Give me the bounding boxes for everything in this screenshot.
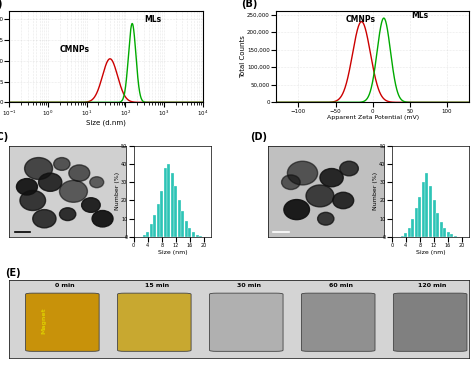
Bar — [185, 221, 188, 237]
Bar — [408, 228, 411, 237]
X-axis label: Size (d.nm): Size (d.nm) — [86, 119, 126, 126]
Bar — [164, 168, 167, 237]
Bar — [150, 224, 153, 237]
FancyBboxPatch shape — [26, 293, 99, 351]
Bar — [143, 235, 146, 237]
Bar — [146, 231, 149, 237]
Circle shape — [340, 161, 358, 176]
Bar — [174, 186, 177, 237]
Circle shape — [38, 173, 62, 192]
Bar — [432, 200, 436, 237]
Text: 15 min: 15 min — [145, 283, 169, 289]
Bar — [178, 200, 181, 237]
Text: CMNPs: CMNPs — [346, 15, 375, 24]
Text: 120 min: 120 min — [418, 283, 447, 289]
Text: CMNPs: CMNPs — [60, 45, 90, 54]
X-axis label: Size (nm): Size (nm) — [416, 249, 445, 255]
Bar — [192, 231, 195, 237]
Circle shape — [320, 169, 343, 187]
Text: 30 min: 30 min — [237, 283, 261, 289]
Circle shape — [60, 208, 76, 221]
Bar — [401, 236, 404, 237]
Y-axis label: Total Counts: Total Counts — [240, 35, 246, 78]
Text: MLs: MLs — [411, 11, 428, 20]
Text: 0 min: 0 min — [55, 283, 74, 289]
Bar — [160, 192, 163, 237]
Text: Magnet: Magnet — [41, 307, 46, 334]
Bar — [436, 213, 439, 237]
Bar — [419, 197, 421, 237]
Bar — [415, 208, 418, 237]
Bar — [447, 231, 450, 237]
Bar — [182, 211, 184, 237]
Circle shape — [306, 185, 334, 207]
Circle shape — [69, 165, 90, 181]
Bar — [196, 235, 199, 237]
Bar — [454, 236, 456, 237]
Circle shape — [20, 190, 46, 210]
Bar — [404, 233, 407, 237]
Bar — [422, 182, 425, 237]
FancyBboxPatch shape — [301, 293, 375, 351]
Circle shape — [82, 198, 100, 212]
Circle shape — [318, 212, 334, 225]
Bar — [157, 204, 160, 237]
Bar — [450, 234, 453, 237]
Circle shape — [90, 177, 104, 188]
FancyBboxPatch shape — [210, 293, 283, 351]
Y-axis label: Number (%): Number (%) — [373, 172, 378, 210]
Circle shape — [33, 210, 56, 228]
Circle shape — [54, 158, 70, 170]
Circle shape — [25, 158, 53, 179]
FancyBboxPatch shape — [118, 293, 191, 351]
Y-axis label: Number (%): Number (%) — [115, 172, 120, 210]
X-axis label: Apparent Zeta Potential (mV): Apparent Zeta Potential (mV) — [327, 115, 419, 120]
Circle shape — [92, 210, 113, 227]
Bar — [439, 223, 443, 237]
Bar — [443, 228, 446, 237]
Circle shape — [333, 192, 354, 209]
Bar — [167, 164, 170, 237]
Text: (C): (C) — [0, 132, 8, 142]
Bar — [171, 173, 174, 237]
X-axis label: Size (nm): Size (nm) — [157, 249, 187, 255]
Circle shape — [60, 180, 87, 202]
Text: MLs: MLs — [145, 15, 162, 24]
Text: (D): (D) — [250, 132, 267, 142]
Bar — [411, 219, 414, 237]
Bar — [153, 215, 156, 237]
Bar — [429, 186, 432, 237]
Text: 60 min: 60 min — [328, 283, 353, 289]
Text: (A): (A) — [0, 0, 3, 10]
Circle shape — [17, 179, 37, 195]
FancyBboxPatch shape — [393, 293, 467, 351]
Bar — [189, 228, 191, 237]
Circle shape — [282, 175, 300, 190]
Circle shape — [287, 161, 318, 185]
Circle shape — [284, 200, 310, 220]
Bar — [199, 236, 202, 237]
Text: (E): (E) — [5, 268, 20, 278]
Text: (B): (B) — [241, 0, 258, 10]
Bar — [426, 173, 428, 237]
